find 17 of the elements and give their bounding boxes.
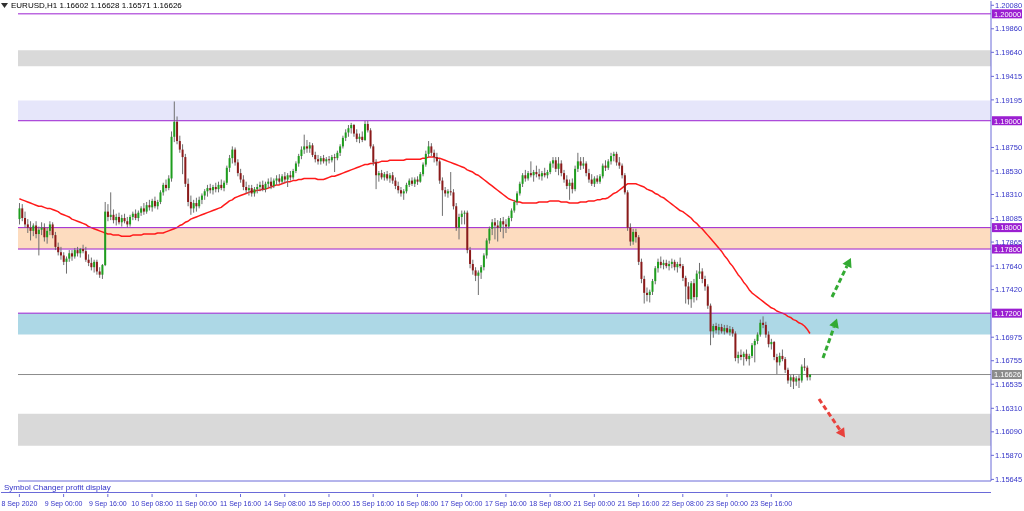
candlestick [690, 280, 693, 309]
candlestick [59, 246, 62, 261]
candlestick [333, 153, 336, 173]
candlestick [165, 179, 167, 192]
candlestick [247, 184, 250, 197]
candlestick [153, 196, 156, 209]
candlestick [109, 191, 112, 221]
candlestick [305, 139, 308, 154]
candlestick [502, 216, 505, 239]
candlestick [477, 269, 480, 296]
candlestick [142, 202, 145, 216]
text: Symbol Changer profit display [4, 483, 111, 492]
candlestick [529, 160, 532, 178]
chart-title: EURUSD,H1 1.16602 1.16628 1.16571 1.16626 [11, 1, 182, 10]
candlestick [140, 205, 143, 217]
candlestick [303, 134, 306, 155]
candlestick [505, 218, 507, 234]
